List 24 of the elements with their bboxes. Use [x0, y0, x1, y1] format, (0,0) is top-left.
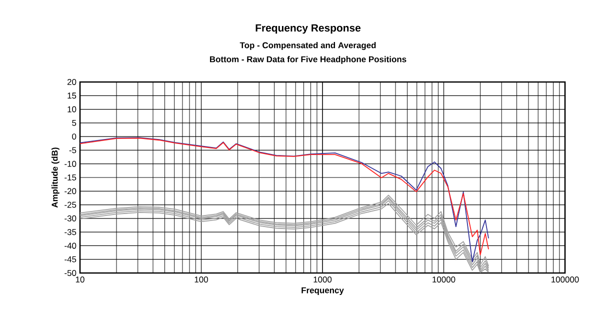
chart-title: Frequency Response [256, 24, 361, 34]
y-tick-label: -45 [64, 256, 76, 262]
y-tick-label: -35 [64, 229, 76, 236]
y-tick-label: -15 [64, 174, 76, 180]
x-tick-label: 100000 [552, 276, 579, 283]
x-tick-label: 100 [194, 276, 208, 283]
y-tick-label: -10 [64, 160, 76, 167]
y-tick-label: -5 [69, 147, 76, 154]
x-tick-label: 1000 [314, 276, 332, 283]
y-tick-label: -20 [64, 188, 76, 194]
y-tick-label: -50 [64, 270, 76, 276]
y-axis-title: Amplitude (dB) [51, 148, 60, 208]
chart-subtitle: Top - Compensated and Averaged [240, 42, 376, 50]
y-tick-label: 15 [68, 92, 76, 99]
y-tick-label: 20 [67, 79, 76, 85]
y-tick-label: 10 [68, 106, 76, 112]
y-tick-label: -40 [64, 242, 76, 249]
y-tick-label: 5 [72, 120, 76, 126]
text: Bottom - Raw Data for Five Headphone Positions [210, 56, 406, 64]
y-tick-label: -30 [64, 215, 76, 222]
x-axis-title: Frequency [302, 287, 344, 295]
y-tick-label: -25 [64, 202, 76, 208]
y-tick-label: 0 [72, 134, 76, 140]
x-tick-label: 10000 [432, 276, 456, 283]
